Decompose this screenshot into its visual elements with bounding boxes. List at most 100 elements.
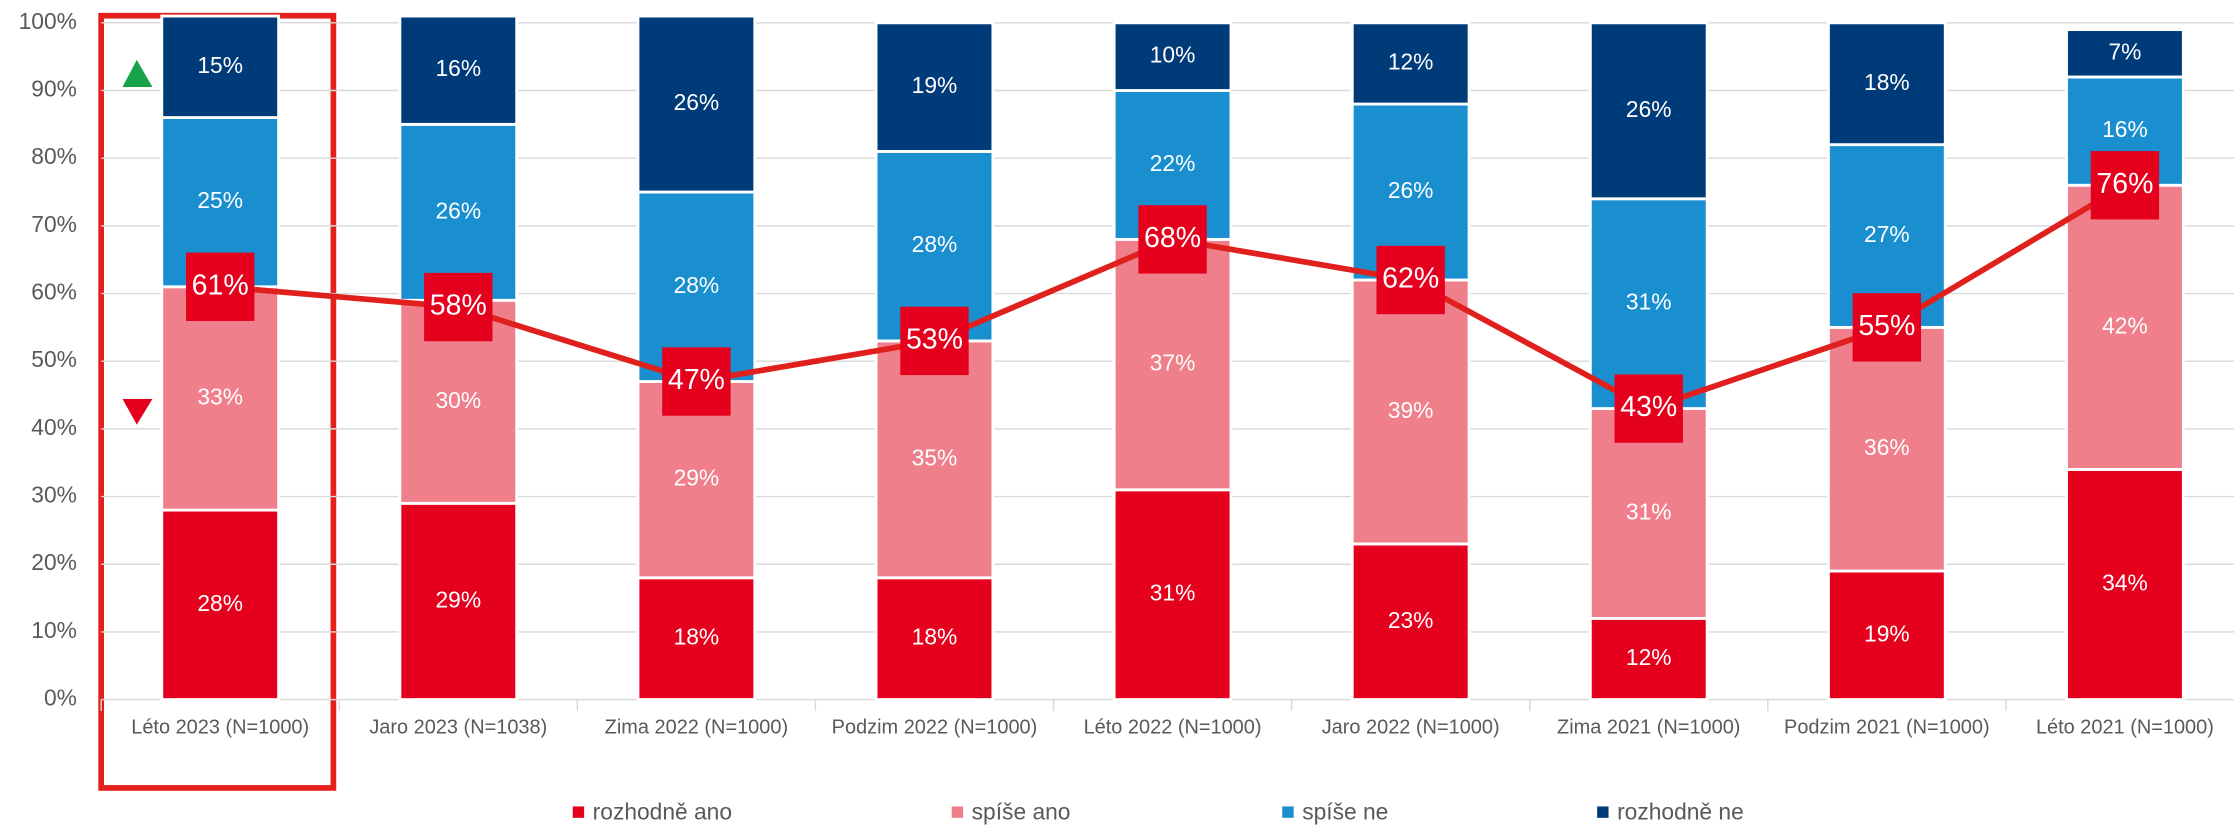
y-tick-label: 60%	[31, 279, 77, 305]
bar-segment	[874, 339, 995, 580]
value-label: 22%	[1150, 150, 1196, 176]
value-label: 31%	[1626, 289, 1672, 315]
bar-segment	[398, 14, 519, 126]
bar-segment	[636, 14, 757, 194]
line-marker	[1852, 293, 1922, 362]
value-label: 19%	[1864, 620, 1910, 646]
bar-segment	[1826, 21, 1947, 147]
down-arrow	[122, 398, 153, 425]
line-label: 76%	[2096, 168, 2153, 200]
value-label: 36%	[1864, 434, 1910, 460]
bar-segment	[2065, 28, 2185, 79]
bar-segment	[1350, 278, 1471, 546]
value-label: 42%	[2102, 312, 2148, 338]
x-tick-label: Jaro 2022 (N=1000)	[1322, 716, 1500, 738]
y-tick-label: 70%	[31, 211, 77, 237]
y-tick-label: 100%	[19, 8, 77, 34]
bar-segment	[398, 122, 519, 302]
value-label: 18%	[1864, 69, 1910, 95]
value-label: 37%	[1150, 350, 1196, 376]
legend-swatch	[572, 806, 585, 818]
y-tick-label: 0%	[44, 685, 77, 711]
bar-segment	[1588, 21, 1709, 201]
bar-segment	[636, 576, 757, 702]
line-marker	[186, 252, 255, 321]
line-marker	[1614, 374, 1683, 443]
value-label: 25%	[197, 187, 243, 213]
bar-segment	[160, 508, 281, 702]
x-tick-label: Jaro 2023 (N=1038)	[369, 716, 547, 738]
value-label: 29%	[674, 465, 720, 491]
value-label: 34%	[2102, 570, 2148, 596]
bar-segment	[1588, 407, 1709, 620]
line-label: 55%	[1858, 310, 1915, 342]
value-label: 18%	[674, 624, 720, 650]
value-label: 12%	[1626, 644, 1672, 670]
up-arrow	[122, 59, 153, 87]
line-marker	[424, 272, 493, 342]
x-tick-label: Zima 2021 (N=1000)	[1557, 716, 1740, 738]
value-label: 26%	[1626, 96, 1672, 122]
bar-segment	[2065, 183, 2185, 471]
line-label: 47%	[668, 364, 725, 396]
value-label: 28%	[912, 231, 958, 257]
legend-label: spíše ne	[1302, 799, 1388, 825]
value-label: 29%	[435, 586, 481, 612]
value-label: 26%	[674, 89, 720, 115]
value-label: 27%	[1864, 221, 1910, 247]
x-tick-label: Léto 2021 (N=1000)	[2036, 716, 2214, 738]
value-label: 28%	[197, 590, 243, 616]
bar-segment	[1350, 542, 1471, 702]
line-label: 68%	[1144, 222, 1201, 254]
bar-segment	[160, 14, 281, 120]
y-tick-label: 30%	[31, 482, 77, 508]
line-label: 43%	[1620, 391, 1677, 423]
value-label: 33%	[197, 383, 243, 409]
bar-segment	[2065, 468, 2185, 702]
value-label: 39%	[1388, 397, 1434, 423]
x-tick-label: Léto 2023 (N=1000)	[131, 716, 309, 738]
line-label: 58%	[430, 290, 487, 322]
value-label: 16%	[435, 55, 481, 81]
legend-swatch	[1597, 806, 1609, 818]
legend-swatch	[951, 806, 964, 818]
bar-segment	[1112, 21, 1233, 92]
x-tick-label: Léto 2022 (N=1000)	[1084, 716, 1262, 738]
y-tick-label: 20%	[31, 549, 77, 575]
value-label: 35%	[912, 444, 958, 470]
legend-label: rozhodně ne	[1617, 799, 1744, 825]
line-label: 53%	[906, 323, 963, 355]
y-tick-label: 10%	[31, 617, 77, 643]
bar-segment	[398, 501, 519, 702]
x-tick-label: Zima 2022 (N=1000)	[605, 716, 788, 738]
y-tick-label: 80%	[31, 143, 77, 169]
value-label: 31%	[1150, 580, 1196, 606]
line-marker	[2090, 151, 2160, 220]
line-marker	[1376, 245, 1445, 315]
value-label: 26%	[435, 197, 481, 223]
bar-segment	[1350, 21, 1471, 106]
line-label: 62%	[1382, 263, 1439, 295]
value-label: 7%	[2108, 38, 2141, 64]
line-marker	[662, 347, 731, 416]
bar-segment	[160, 285, 281, 512]
bar-segment	[1826, 325, 1947, 573]
y-tick-label: 90%	[31, 76, 77, 102]
bar-segment	[874, 576, 995, 702]
value-label: 16%	[2102, 116, 2148, 142]
bar-segment	[1826, 569, 1947, 702]
bar-segment	[874, 21, 995, 153]
line-label: 61%	[192, 269, 249, 301]
bar-segment	[1112, 488, 1233, 702]
y-tick-label: 40%	[31, 414, 77, 440]
legend-label: rozhodně ano	[593, 799, 732, 825]
value-label: 23%	[1388, 607, 1434, 633]
value-label: 30%	[435, 387, 481, 413]
line-marker	[1138, 205, 1207, 274]
value-label: 12%	[1388, 48, 1434, 74]
x-tick-label: Podzim 2022 (N=1000)	[832, 716, 1038, 738]
value-label: 26%	[1388, 177, 1434, 203]
value-label: 15%	[197, 52, 243, 78]
